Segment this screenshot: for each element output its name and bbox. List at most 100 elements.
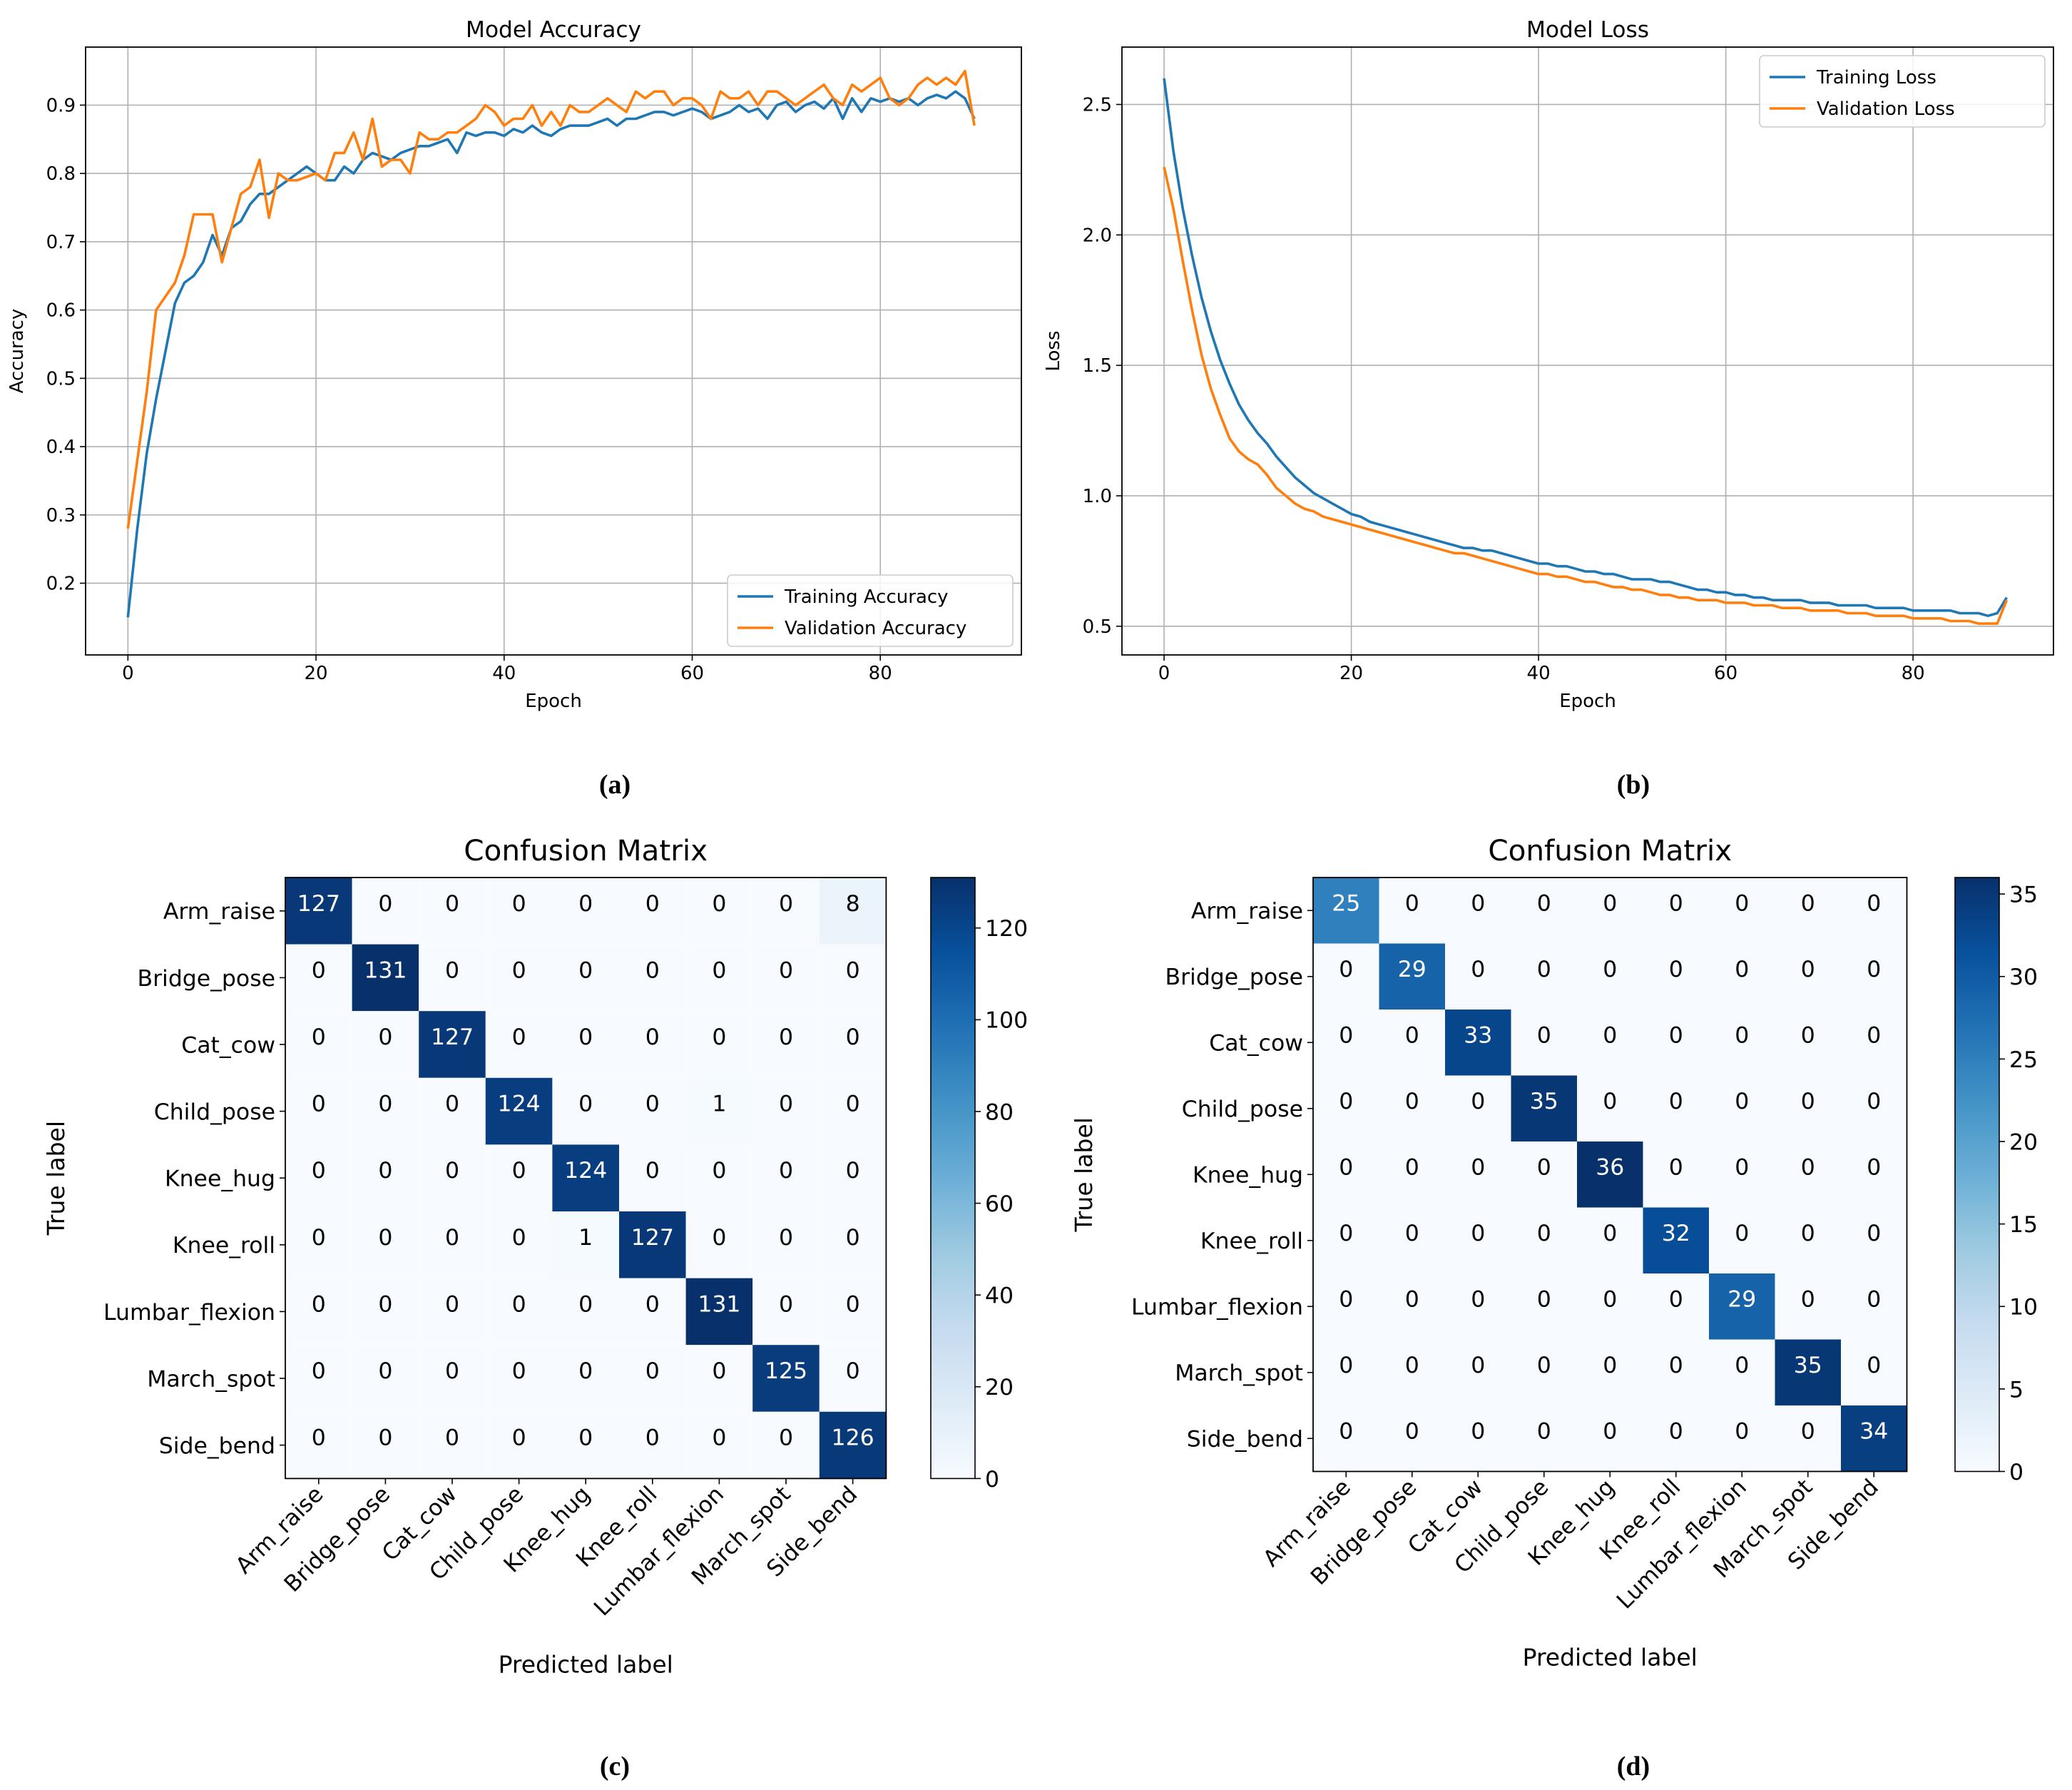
cell-value: 0 [645, 1158, 660, 1184]
heatmap-cell [1775, 878, 1841, 944]
cell-value: 0 [1339, 1022, 1353, 1048]
plot-area [86, 47, 1021, 655]
heatmap-cell [1709, 1405, 1775, 1472]
panel-label-d: (d) [1617, 1751, 1650, 1781]
accuracy-chart: 0 20 40 60 80 0.2 0.3 0.4 0.5 0.6 0.7 0.8 0.9 Model A… [6, 17, 1022, 712]
cell-value: 0 [1867, 1221, 1881, 1246]
cell-value: 0 [1339, 1221, 1353, 1246]
cell-value: 0 [512, 1358, 526, 1384]
cell-value: 0 [645, 891, 660, 917]
cell-value: 0 [846, 1092, 860, 1117]
heatmap-cell [1577, 1141, 1643, 1208]
heatmap-cell [352, 1077, 419, 1145]
legend-box [1759, 55, 2046, 128]
heatmap-cell [1643, 1207, 1709, 1273]
y-tick-label: 0.4 [46, 437, 76, 458]
heatmap-cell [419, 878, 486, 945]
x-tick-label: 40 [1527, 663, 1551, 684]
cell-value: 0 [378, 1225, 392, 1251]
heatmap-cell [619, 878, 686, 945]
cell-value: 0 [846, 1225, 860, 1251]
heatmap-cell [485, 1077, 553, 1145]
heatmap-cell [1775, 1075, 1841, 1141]
heatmap-cell [1643, 878, 1709, 944]
heatmap-cell [1775, 1339, 1841, 1405]
x-tick-label: 0 [1158, 663, 1170, 684]
heatmap-cell [1643, 1075, 1709, 1141]
cell-value: 0 [712, 1225, 726, 1251]
cell-value: 0 [578, 957, 593, 983]
cell-value: 0 [1405, 1418, 1419, 1444]
cell-value: 0 [1867, 1022, 1881, 1048]
legend-label: Validation Loss [1817, 98, 1955, 120]
heatmap-cell [685, 1411, 753, 1479]
heatmap-cell [1709, 1141, 1775, 1208]
cell-value: 0 [1471, 1286, 1485, 1312]
cell-value: 0 [1339, 1154, 1353, 1180]
heatmap-cell [1643, 1405, 1709, 1472]
heatmap-cell [1577, 1075, 1643, 1141]
cell-value: 0 [1603, 1022, 1617, 1048]
heatmap-cell [1511, 1273, 1577, 1340]
cell-value: 0 [1537, 1286, 1551, 1312]
cell-value: 0 [1405, 1022, 1419, 1048]
y-tick-label: Bridge_pose [138, 966, 276, 992]
cell-value: 0 [779, 1024, 793, 1050]
heatmap-cell [1379, 943, 1445, 1010]
cell-value: 0 [712, 1024, 726, 1050]
heatmap-cell [419, 1211, 486, 1278]
y-axis-label: Loss [1043, 330, 1064, 371]
heatmap-cell [819, 1144, 887, 1211]
series-line-validation [1163, 166, 2009, 625]
heatmap-cell [1577, 878, 1643, 944]
heatmap-cell [419, 1278, 486, 1346]
cell-value: 33 [1464, 1022, 1492, 1048]
cell-value: 124 [564, 1158, 607, 1184]
cell-value: 0 [645, 1291, 660, 1317]
cell-value: 0 [512, 1291, 526, 1317]
cell-value: 34 [1859, 1418, 1888, 1444]
cell-value: 0 [1603, 957, 1617, 982]
y-tick-label: 0.9 [46, 95, 76, 116]
colorbar-tick-label: 15 [2009, 1212, 2038, 1238]
cell-value: 0 [378, 1158, 392, 1184]
cell-value: 0 [645, 1425, 660, 1451]
heatmap-cell [752, 1011, 820, 1078]
heatmap-cell [685, 1144, 753, 1211]
heatmap-cell [1379, 1010, 1445, 1076]
y-tick-label: Cat_cow [181, 1032, 275, 1058]
cell-value: 0 [1801, 957, 1815, 982]
y-tick-label: 0.6 [46, 300, 76, 322]
heatmap-cell [819, 1278, 887, 1346]
cell-value: 0 [378, 891, 392, 917]
heatmap-cell [285, 1011, 352, 1078]
heatmap-cell [485, 1411, 553, 1479]
chart-title: Model Loss [1526, 17, 1649, 43]
colorbar-tick-label: 20 [985, 1375, 1014, 1400]
cell-value: 0 [1867, 1286, 1881, 1312]
cell-value: 0 [1537, 1353, 1551, 1378]
y-tick-label: Knee_roll [173, 1233, 275, 1258]
cell-value: 29 [1398, 957, 1427, 982]
heatmap-cell [1709, 878, 1775, 944]
y-tick-label: Bridge_pose [1165, 965, 1304, 990]
cell-value: 0 [1471, 1418, 1485, 1444]
cell-value: 0 [712, 1158, 726, 1184]
y-tick-label: 1.5 [1083, 355, 1112, 377]
cell-value: 0 [445, 1225, 459, 1251]
heatmap-cell [1841, 878, 1907, 944]
heatmap-cell [1709, 1010, 1775, 1076]
cell-value: 0 [846, 1024, 860, 1050]
heatmap-cell [752, 1211, 820, 1278]
heatmap-cell [1379, 1207, 1445, 1273]
cell-value: 0 [578, 1358, 593, 1384]
heatmap-cell [819, 1345, 887, 1412]
heatmap-cell [1379, 1273, 1445, 1340]
x-tick-label: 60 [680, 663, 704, 684]
heatmap-cell [1841, 1075, 1907, 1141]
heatmap-cell [819, 944, 887, 1012]
heatmap-cell [685, 1011, 753, 1078]
colorbar-tick-label: 120 [985, 916, 1028, 942]
cell-value: 0 [1867, 1154, 1881, 1180]
cell-value: 0 [445, 1425, 459, 1451]
